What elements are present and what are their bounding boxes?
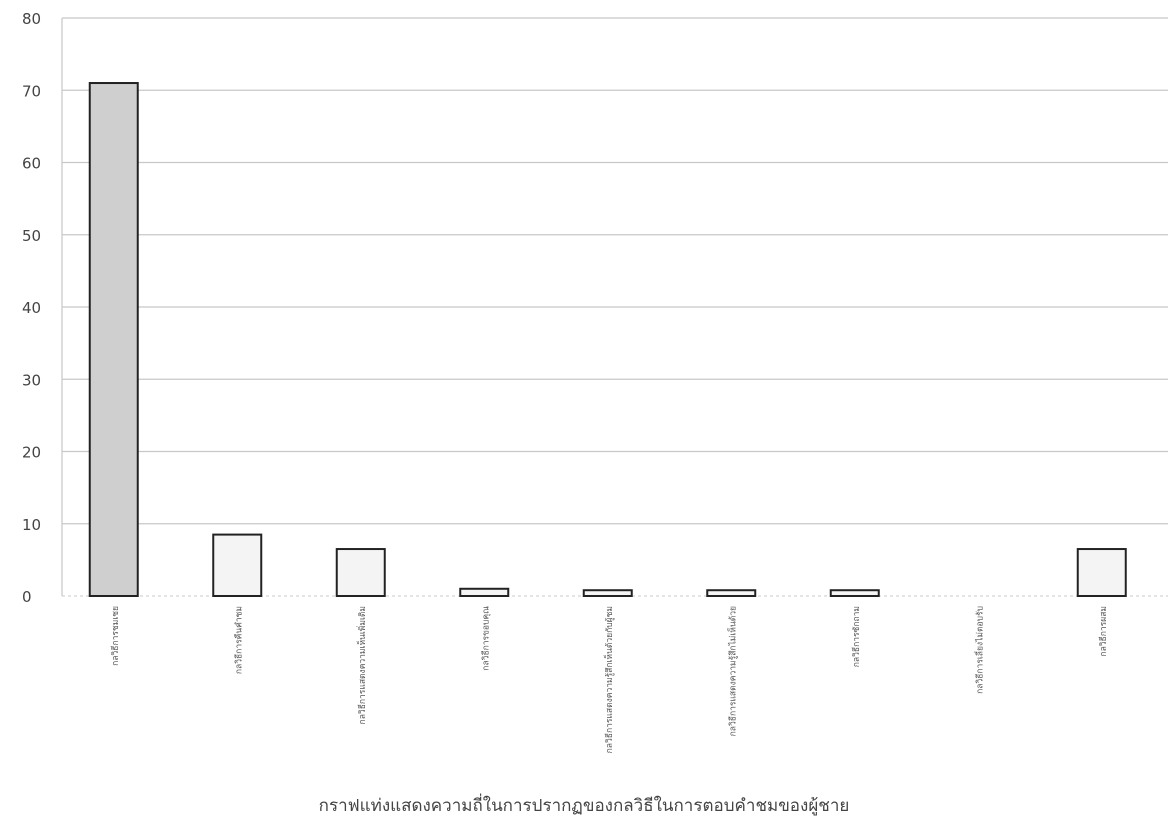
x-tick-label: กลวิธีการเลี่ยงไม่ตอบรับ [973,606,985,694]
x-tick-label: กลวิธีการผสม [1098,606,1109,657]
y-axis-ticks: 0 10 20 30 40 50 60 70 80 [22,10,41,606]
y-tick-label: 10 [22,516,41,534]
y-tick-label: 70 [22,82,41,100]
y-tick-label: 0 [22,588,32,606]
bar [335,548,386,597]
bar [88,82,139,597]
bar [829,589,880,597]
bar [582,589,633,597]
bar [212,533,263,598]
x-tick-label: กลวิธีการขอบคุณ [480,606,491,671]
y-tick-label: 20 [22,444,41,462]
chart-caption: กราฟแท่งแสดงความถี่ในการปรากฏของกลวิธีใน… [318,796,850,816]
y-tick-label: 30 [22,371,41,389]
y-tick-label: 50 [22,227,41,245]
gridlines [61,17,1168,597]
y-tick-label: 80 [22,10,41,28]
x-tick-label: กลวิธีการคืนคำชม [233,606,244,674]
x-tick-label: กลวิธีการแสดงความรู้สึกเห็นด้วยกับผู้ชม [603,606,615,753]
bar [1076,548,1127,597]
bar [459,587,510,598]
y-tick-label: 40 [22,299,41,317]
bars [88,82,1127,598]
bar [706,589,757,597]
x-tick-label: กลวิธีการชมเชย [110,606,121,666]
x-axis-labels: กลวิธีการชมเชย กลวิธีการคืนคำชม กลวิธีการแ… [110,606,1109,753]
x-tick-label: กลวิธีการแสดงความรู้สึกไม่เห็นด้วย [726,606,738,736]
y-tick-label: 60 [22,155,41,173]
x-tick-label: กลวิธีการซักถาม [851,606,862,667]
x-tick-label: กลวิธีการแสดงความเห็นเพิ่มเติม [356,606,368,724]
